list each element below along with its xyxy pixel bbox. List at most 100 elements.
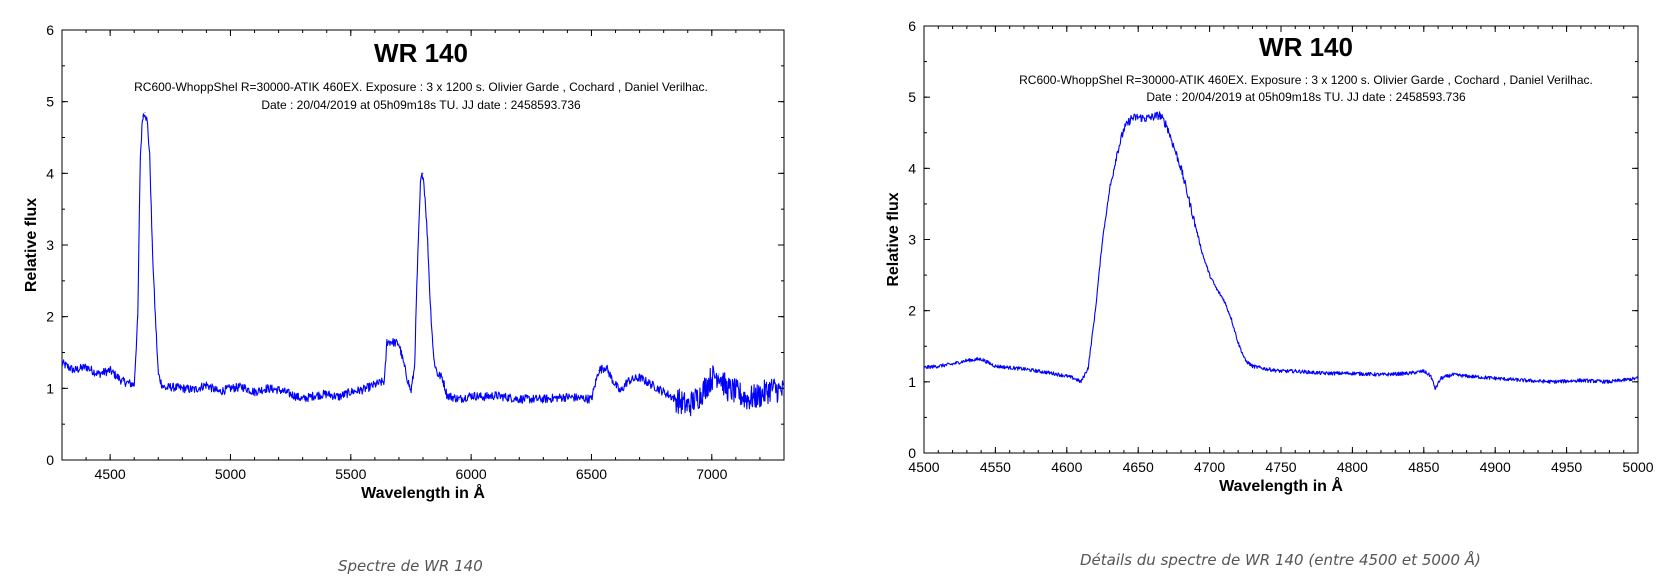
data-point [139, 158, 141, 160]
data-point [725, 387, 727, 389]
data-point [161, 384, 163, 386]
caption-left: Spectre de WR 140 [338, 557, 483, 575]
data-point [1580, 379, 1582, 382]
data-point [1440, 377, 1442, 379]
data-point [302, 398, 304, 400]
chart-subtitle-line-2: Date : 20/04/2019 at 05h09m18s TU. JJ da… [261, 98, 581, 112]
data-point [759, 394, 761, 397]
data-point [1066, 375, 1068, 377]
data-point [1166, 125, 1168, 127]
data-point [771, 387, 773, 389]
y-tick-label: 2 [46, 309, 54, 325]
data-point [1251, 365, 1254, 367]
data-point [718, 373, 720, 375]
data-point [416, 280, 418, 282]
data-point [205, 384, 207, 386]
data-point [612, 380, 614, 382]
data-point [154, 301, 156, 303]
data-point [446, 394, 448, 397]
chart-2: 0 1 2 3 4 5 6 4500 4550 4600 4650 4700 4750 4800 4850 4… [885, 18, 1654, 495]
data-point [142, 115, 144, 117]
data-point [735, 391, 737, 393]
data-point [937, 365, 939, 367]
data-point [1123, 128, 1125, 130]
data-point [151, 244, 153, 246]
data-point [1280, 370, 1282, 372]
data-point [675, 398, 677, 400]
x-tick-label: 4800 [1337, 459, 1368, 475]
data-point [687, 405, 689, 407]
data-point [1009, 367, 1011, 369]
data-point [169, 386, 171, 388]
data-point [980, 358, 982, 360]
data-point [966, 359, 968, 362]
data-point [494, 394, 496, 397]
x-axis-label: Wavelength in Å [361, 483, 485, 502]
data-point [1434, 388, 1436, 390]
data-point [1523, 379, 1525, 382]
x-tick-label: 4650 [1123, 459, 1154, 475]
x-tick-label: 5000 [215, 466, 246, 482]
data-point [1180, 167, 1182, 169]
data-point [458, 398, 460, 400]
y-axis-label: Relative flux [23, 198, 40, 292]
data-point [1159, 114, 1161, 116]
chart-title: WR 140 [374, 38, 468, 68]
data-point [61, 362, 63, 364]
data-point [1201, 253, 1204, 255]
y-tick-label: 2 [908, 303, 916, 319]
data-point [441, 376, 443, 379]
data-point [1130, 117, 1132, 120]
data-point [1087, 367, 1089, 369]
data-point [314, 394, 316, 397]
data-point [1351, 372, 1353, 374]
x-tick-label: 5500 [335, 466, 366, 482]
data-point [217, 391, 220, 393]
data-point [383, 380, 386, 382]
data-point [1023, 368, 1025, 370]
data-point [951, 363, 954, 365]
data-point [566, 396, 569, 398]
data-point [1494, 377, 1496, 379]
data-point [1408, 372, 1411, 374]
data-point [605, 366, 607, 368]
data-point [1094, 310, 1096, 312]
data-point [326, 393, 328, 395]
data-point [747, 398, 749, 400]
data-point [470, 394, 472, 397]
data-point [518, 398, 520, 400]
data-point [144, 111, 146, 114]
chart-subtitle-line-2: Date : 20/04/2019 at 05h09m18s TU. JJ da… [1146, 90, 1466, 104]
y-tick-label: 6 [908, 18, 916, 34]
chart-subtitle-line-1: RC600-WhoppShel R=30000-ATIK 460EX. Expo… [1019, 73, 1593, 87]
data-point [398, 343, 400, 345]
data-point [542, 398, 544, 400]
data-point [1294, 370, 1296, 372]
data-point [241, 386, 244, 388]
data-point [699, 394, 701, 397]
x-tick-label: 4750 [1265, 459, 1296, 475]
data-point [386, 341, 388, 343]
plot-frame [61, 29, 785, 461]
data-point [229, 387, 232, 389]
x-axis-label: Wavelength in Å [1219, 476, 1343, 495]
y-tick-label: 3 [46, 237, 54, 253]
data-point [181, 387, 183, 389]
data-point [362, 389, 364, 391]
data-point [1216, 288, 1218, 290]
data-point [1637, 377, 1639, 379]
y-tick-label: 3 [908, 232, 916, 248]
data-point [1187, 196, 1189, 198]
spectrum-line [61, 113, 785, 417]
data-point [436, 373, 439, 375]
data-point [433, 359, 435, 361]
x-tick-label: 4500 [908, 459, 939, 475]
data-point [1073, 377, 1075, 379]
data-point [121, 380, 123, 382]
y-tick-label: 0 [908, 445, 916, 461]
data-point [429, 301, 431, 303]
x-tick-label: 7000 [696, 466, 727, 482]
data-point [1323, 372, 1325, 374]
y-tick-label: 1 [46, 380, 54, 396]
